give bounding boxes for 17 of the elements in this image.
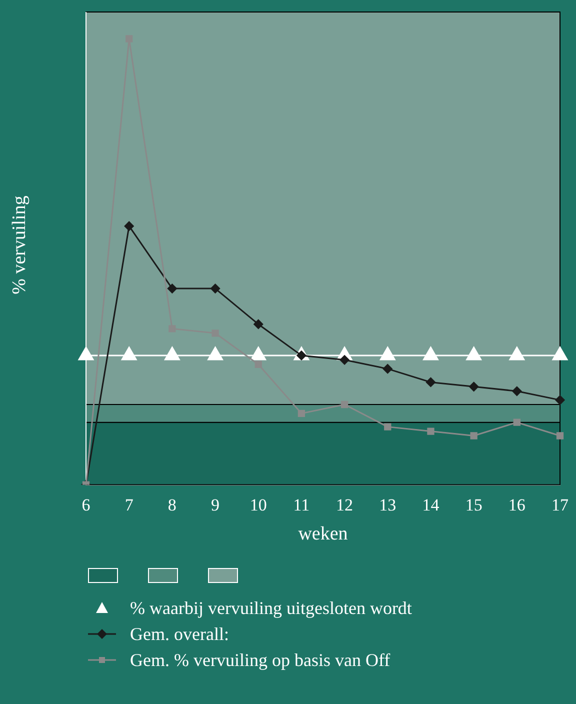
x-tick-label: 15: [465, 495, 482, 514]
x-tick-label: 11: [293, 495, 310, 514]
x-tick-label: 16: [508, 495, 526, 514]
x-tick-label: 7: [124, 495, 134, 514]
legend-label: Gem. overall:: [130, 624, 229, 644]
x-tick-label: 6: [82, 495, 90, 514]
x-tick-label: 9: [211, 495, 220, 514]
x-tick-label: 14: [422, 495, 440, 514]
x-tick-label: 8: [168, 495, 176, 514]
x-tick-label: 12: [336, 495, 354, 514]
y-axis-title: % vervuiling: [9, 196, 31, 294]
x-tick-label: 13: [379, 495, 396, 514]
x-axis-title: weken: [298, 524, 348, 545]
legend-label: % waarbij vervuiling uitgesloten wordt: [130, 598, 412, 618]
legend-label: Gem. % vervuiling op basis van Off: [130, 650, 390, 670]
x-tick-label: 17: [552, 495, 569, 514]
x-tick-label: 10: [250, 495, 267, 514]
